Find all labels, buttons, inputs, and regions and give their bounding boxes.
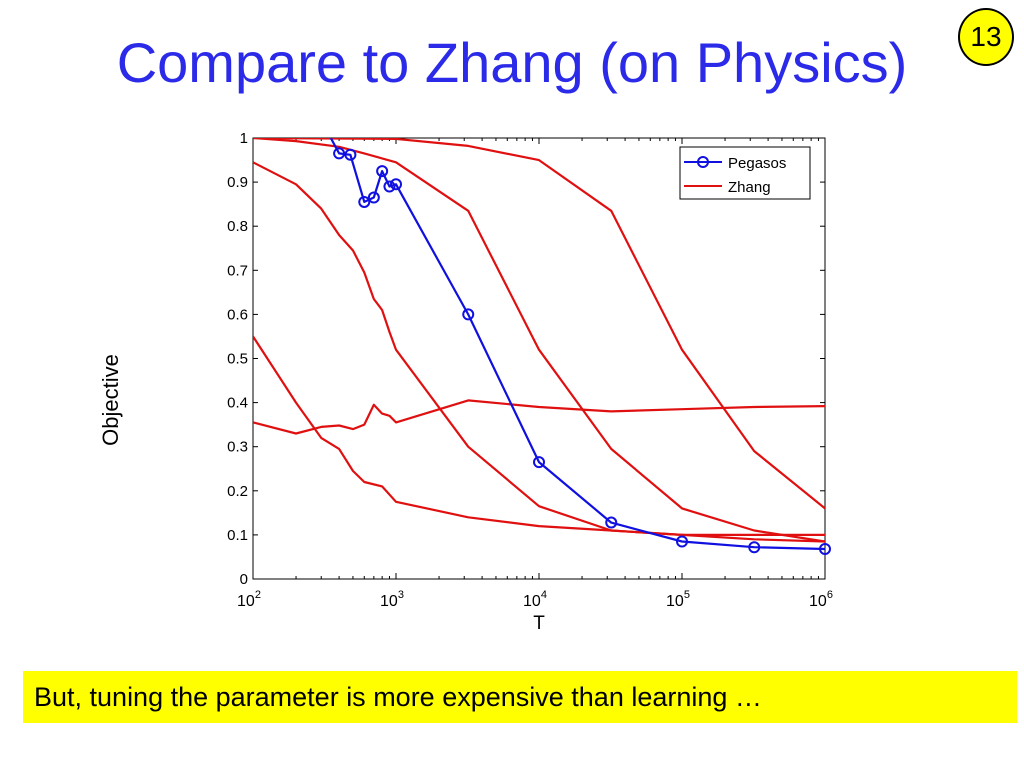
series-line-zhang-4	[253, 335, 825, 543]
pegasos-point	[358, 195, 371, 208]
legend-zhang-label: Zhang	[728, 179, 771, 196]
x-tick-exponent: 2	[255, 589, 261, 601]
legend: Pegasos Zhang	[679, 146, 811, 200]
x-tick-label: 106	[809, 589, 833, 610]
y-tick-label: 0	[240, 571, 248, 588]
pegasos-point	[383, 180, 396, 193]
pegasos-point	[676, 535, 688, 548]
y-tick-label: 1	[240, 130, 248, 147]
series-lines	[253, 138, 825, 551]
y-tick-label: 0.3	[227, 439, 248, 456]
slide-title: Compare to Zhang (on Physics)	[116, 31, 908, 94]
y-tick-label: 0.7	[227, 262, 248, 279]
y-tick-label: 0.5	[227, 351, 248, 368]
y-tick-label: 0.2	[227, 483, 248, 500]
series-line-pegasos	[329, 138, 825, 551]
legend-pegasos-marker	[697, 156, 709, 168]
x-tick-label: 102	[237, 589, 261, 610]
legend-box	[679, 146, 811, 200]
series-markers	[333, 147, 831, 556]
page-number-badge: 13	[958, 8, 1014, 66]
y-tick-label: 0.9	[227, 174, 248, 191]
axis-ticks: 0 0.1 0.2 0.3 0.4 0.5 0.6 0.7 0.8 0.9 1 102 103 104 10…	[227, 130, 833, 610]
x-axis-label: T	[533, 613, 545, 634]
pegasos-point	[333, 147, 346, 160]
x-tick-label: 103	[380, 589, 404, 610]
series-line-zhang-5	[253, 399, 825, 435]
x-tick-exponent: 6	[827, 589, 833, 601]
caption-box: But, tuning the parameter is more expens…	[23, 671, 1017, 723]
series-line-zhang-2	[253, 138, 825, 543]
y-tick-label: 0.6	[227, 306, 248, 323]
y-tick-label: 0.1	[227, 527, 248, 544]
pegasos-point	[819, 543, 831, 556]
pegasos-point	[344, 148, 357, 161]
plot-area	[252, 137, 826, 580]
pegasos-point	[462, 308, 475, 321]
y-axis-label: Objective	[98, 354, 123, 446]
objective-vs-t-chart: 0 0.1 0.2 0.3 0.4 0.5 0.6 0.7 0.8 0.9 1 102 103 104 10…	[98, 130, 833, 634]
y-tick-label: 0.4	[227, 395, 248, 412]
series-line-zhang-1	[253, 138, 825, 510]
caption-text: But, tuning the parameter is more expens…	[34, 681, 762, 712]
x-tick-exponent: 5	[684, 589, 690, 601]
pegasos-point	[533, 456, 545, 469]
x-tick-exponent: 4	[541, 589, 547, 601]
pegasos-point	[390, 178, 402, 191]
pegasos-point	[748, 541, 761, 554]
pegasos-point	[367, 191, 380, 204]
x-tick-label: 105	[666, 589, 690, 610]
y-tick-label: 0.8	[227, 218, 248, 235]
pegasos-point	[376, 165, 389, 178]
x-tick-exponent: 3	[398, 589, 404, 601]
pegasos-point	[605, 516, 618, 529]
x-tick-label: 104	[523, 589, 547, 610]
legend-pegasos-label: Pegasos	[728, 155, 786, 172]
